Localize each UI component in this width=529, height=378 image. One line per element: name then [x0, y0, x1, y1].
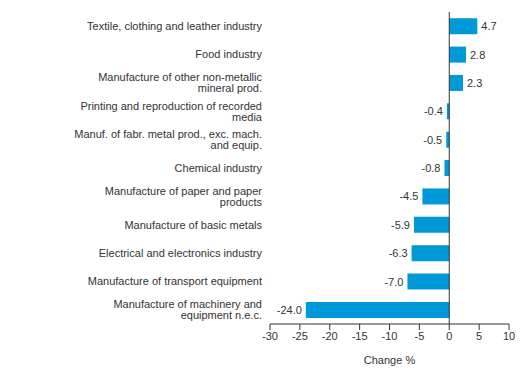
svg-text:Manuf. of fabr. metal prod., e: Manuf. of fabr. metal prod., exc. mach.a… [74, 128, 262, 151]
svg-text:Printing and reproduction of r: Printing and reproduction of recordedmed… [80, 100, 262, 123]
svg-text:-5.9: -5.9 [391, 219, 410, 231]
svg-text:-5: -5 [414, 330, 424, 342]
svg-text:Manufacture of paper and paper: Manufacture of paper and paperproducts [105, 185, 263, 208]
svg-text:-15: -15 [352, 330, 368, 342]
svg-text:Food industry: Food industry [195, 48, 262, 60]
svg-text:Manufacture of basic metals: Manufacture of basic metals [124, 219, 262, 231]
svg-text:Change %: Change % [364, 354, 416, 366]
svg-text:-0.5: -0.5 [423, 134, 442, 146]
svg-text:2.3: 2.3 [467, 77, 482, 89]
svg-text:-0.4: -0.4 [424, 105, 443, 117]
svg-text:-24.0: -24.0 [277, 304, 302, 316]
svg-text:Manufacture of transport equip: Manufacture of transport equipment [88, 275, 262, 287]
svg-text:Textile, clothing and leather: Textile, clothing and leather industry [87, 20, 262, 32]
svg-text:-6.3: -6.3 [389, 247, 408, 259]
svg-text:-30: -30 [262, 330, 278, 342]
svg-text:-4.5: -4.5 [399, 190, 418, 202]
svg-text:0: 0 [446, 330, 452, 342]
svg-text:-25: -25 [292, 330, 308, 342]
svg-text:Manufacture of machinery andeq: Manufacture of machinery andequipment n.… [113, 298, 262, 321]
svg-text:-20: -20 [322, 330, 338, 342]
svg-text:2.8: 2.8 [470, 49, 485, 61]
svg-text:Chemical industry: Chemical industry [175, 162, 263, 174]
svg-text:-10: -10 [382, 330, 398, 342]
svg-text:-7.0: -7.0 [384, 276, 403, 288]
svg-text:-0.8: -0.8 [422, 162, 441, 174]
svg-text:5: 5 [476, 330, 482, 342]
svg-text:4.7: 4.7 [481, 20, 496, 32]
svg-text:Manufacture of other non-metal: Manufacture of other non-metallicmineral… [98, 71, 262, 94]
svg-text:10: 10 [503, 330, 515, 342]
svg-text:Electrical and electronics ind: Electrical and electronics industry [99, 247, 263, 259]
